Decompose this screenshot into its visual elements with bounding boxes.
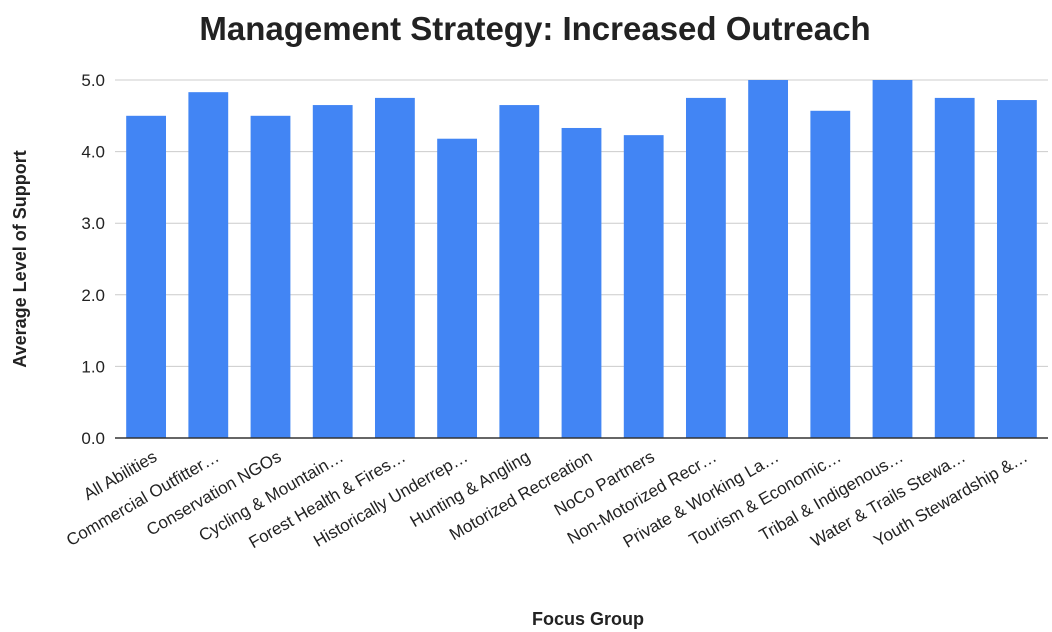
y-tick-label: 2.0	[81, 286, 105, 305]
bar	[810, 110, 851, 439]
bar	[312, 105, 353, 438]
x-axis-title: Focus Group	[532, 609, 644, 629]
bar	[561, 127, 602, 439]
bar	[996, 100, 1037, 438]
chart-title: Management Strategy: Increased Outreach	[199, 10, 870, 47]
bar	[499, 105, 540, 438]
bar	[685, 97, 726, 439]
bar	[437, 138, 478, 438]
bar	[872, 80, 913, 438]
bar	[748, 80, 789, 438]
bar	[623, 135, 664, 438]
y-tick-label: 0.0	[81, 429, 105, 448]
y-tick-label: 4.0	[81, 143, 105, 162]
y-tick-label: 3.0	[81, 214, 105, 233]
y-axis-title: Average Level of Support	[10, 150, 30, 367]
y-tick-label: 1.0	[81, 357, 105, 376]
bar	[934, 97, 975, 439]
bar	[126, 115, 167, 439]
bar	[250, 115, 291, 439]
bar	[188, 92, 229, 438]
bar	[374, 97, 415, 439]
y-tick-label: 5.0	[81, 71, 105, 90]
